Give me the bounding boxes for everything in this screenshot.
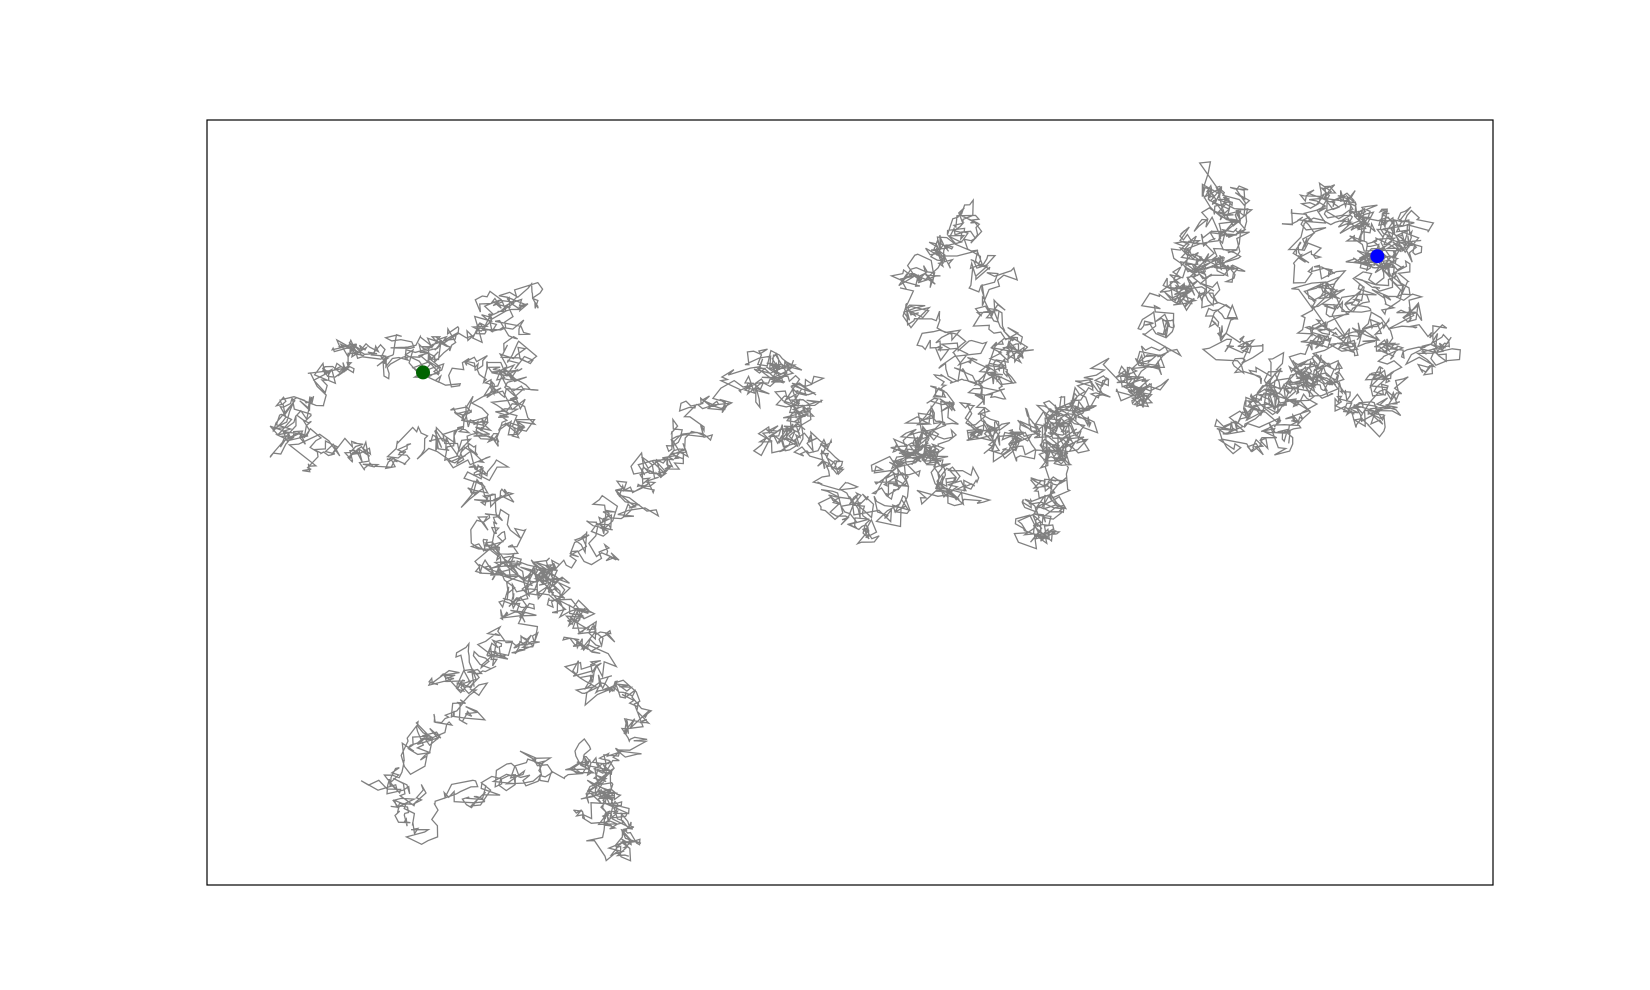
end-point-marker	[1370, 249, 1385, 264]
random-walk-path	[269, 161, 1461, 862]
axes-frame	[206, 119, 1494, 886]
start-point-marker	[416, 365, 430, 380]
plot-area	[269, 161, 1461, 862]
